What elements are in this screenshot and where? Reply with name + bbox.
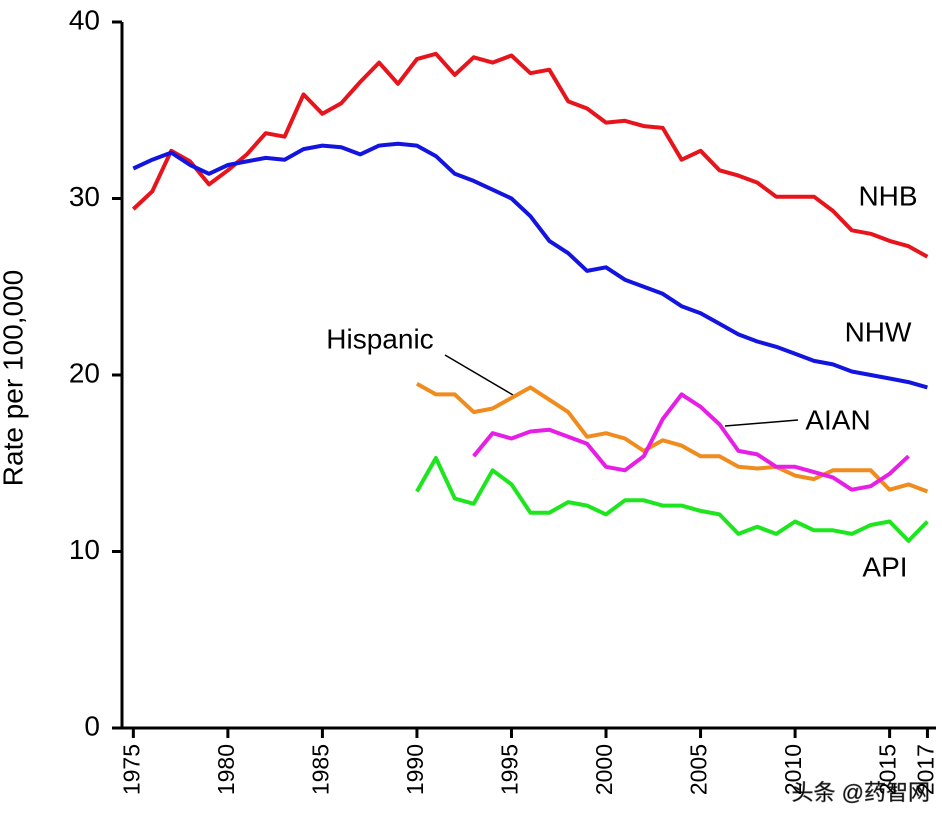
watermark: 头条 @药智网 [792,780,930,805]
line-series [472,392,910,492]
line-series [415,456,929,543]
y-tick-label: 30 [69,181,100,212]
y-axis-title: Rate per 100,000 [0,270,28,486]
x-tick-label: 2015 [875,744,901,795]
x-tick-label: 1995 [497,744,523,795]
series-label: NHW [845,316,912,347]
x-tick-label: 1985 [307,744,333,795]
line-series [132,141,928,390]
series-label: AIAN [805,404,870,435]
series-label: Hispanic [326,323,433,354]
x-tick-label: 1990 [402,744,428,795]
x-tick-label: 2010 [780,744,806,795]
x-tick-label: 2005 [686,744,712,795]
x-tick-label: 1980 [213,744,239,795]
series-label: NHB [858,180,917,211]
leader-line [724,419,799,427]
series-label: API [862,551,907,582]
y-tick-label: 40 [69,4,100,35]
leader-line [444,354,514,396]
y-tick-label: 0 [84,710,100,741]
x-tick-label: 2000 [591,744,617,795]
line-series [415,382,929,494]
line-series [131,51,929,259]
y-tick-label: 10 [69,534,100,565]
y-tick-label: 20 [69,357,100,388]
x-tick-label: 2017 [913,744,939,795]
x-tick-label: 1975 [118,744,144,795]
